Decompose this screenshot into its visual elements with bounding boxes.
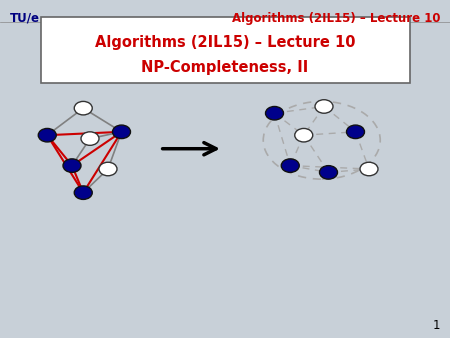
Circle shape xyxy=(74,101,92,115)
Circle shape xyxy=(63,159,81,172)
Circle shape xyxy=(99,162,117,176)
Circle shape xyxy=(295,128,313,142)
Text: TU/e: TU/e xyxy=(10,12,40,25)
Circle shape xyxy=(315,100,333,113)
FancyBboxPatch shape xyxy=(40,17,410,83)
Circle shape xyxy=(320,166,338,179)
Circle shape xyxy=(281,159,299,172)
Circle shape xyxy=(38,128,56,142)
Circle shape xyxy=(81,132,99,145)
Text: Algorithms (2IL15) – Lecture 10: Algorithms (2IL15) – Lecture 10 xyxy=(232,12,440,25)
Circle shape xyxy=(360,162,378,176)
Circle shape xyxy=(346,125,364,139)
Text: Algorithms (2IL15) – Lecture 10: Algorithms (2IL15) – Lecture 10 xyxy=(95,35,355,50)
Text: 1: 1 xyxy=(432,319,440,332)
Circle shape xyxy=(74,186,92,199)
Circle shape xyxy=(112,125,130,139)
Circle shape xyxy=(266,106,284,120)
Text: NP-Completeness, II: NP-Completeness, II xyxy=(141,60,309,75)
